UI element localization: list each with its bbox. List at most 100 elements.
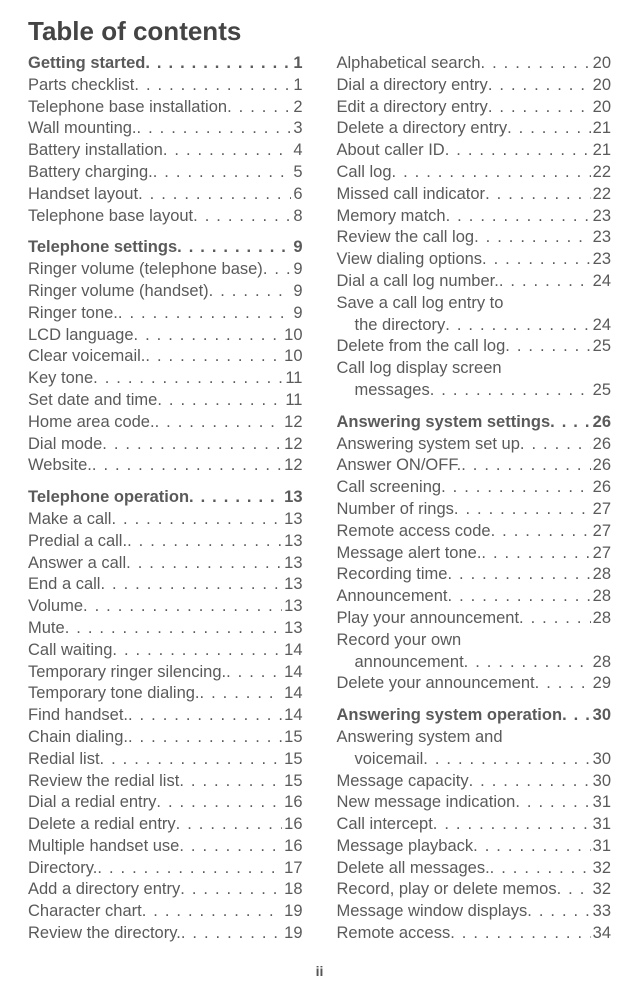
toc-entry-label: Call screening [337, 477, 442, 499]
toc-entry-page: 5 [291, 162, 302, 184]
toc-leader-dots [177, 237, 291, 259]
toc-leader-dots [65, 618, 282, 640]
toc-entry-page: 2 [291, 97, 302, 119]
toc-entry-label: Dial a call log number. [337, 271, 499, 293]
toc-entry-label: Delete your announcement [337, 673, 535, 695]
toc-leader-dots [481, 543, 590, 565]
toc-entry: About caller ID 21 [337, 140, 612, 162]
toc-leader-dots [481, 53, 591, 75]
toc-leader-dots [127, 531, 282, 553]
toc-leader-dots [179, 771, 282, 793]
toc-entry-page: 34 [591, 923, 611, 945]
toc-leader-dots [454, 499, 591, 521]
toc-entry-page: 19 [282, 923, 302, 945]
toc-entry-continuation: voicemail30 [337, 749, 612, 771]
toc-entry-page: 21 [591, 140, 611, 162]
toc-entry-label: Delete a redial entry [28, 814, 176, 836]
toc-leader-dots [445, 315, 590, 337]
toc-entry: Review the directory.19 [28, 923, 303, 945]
toc-leader-dots [527, 901, 590, 923]
toc-leader-dots [176, 814, 282, 836]
toc-entry: Missed call indicator22 [337, 184, 612, 206]
toc-entry-page: 30 [591, 749, 611, 771]
toc-entry-label: announcement [337, 652, 464, 674]
toc-leader-dots [515, 792, 590, 814]
toc-entry-label: LCD language [28, 325, 134, 347]
toc-leader-dots [83, 596, 282, 618]
toc-section-head: Answering system operation30 [337, 705, 612, 727]
toc-leader-dots [128, 705, 282, 727]
toc-entry-label: Message capacity [337, 771, 469, 793]
toc-leader-dots [128, 727, 282, 749]
toc-leader-dots [92, 455, 282, 477]
toc-entry-label: Key tone [28, 368, 93, 390]
toc-entry-page: 15 [282, 727, 302, 749]
toc-entry-label: Message playback [337, 836, 474, 858]
toc-leader-dots [499, 271, 591, 293]
toc-entry-page: 9 [291, 303, 302, 325]
toc-entry: Key tone11 [28, 368, 303, 390]
toc-entry-label: Dial a directory entry [337, 75, 488, 97]
toc-entry-page: 26 [591, 412, 611, 434]
toc-leader-dots [446, 206, 591, 228]
toc-entry-page: 27 [591, 543, 611, 565]
toc-entry: Remote access 34 [337, 923, 612, 945]
toc-entry: Predial a call.13 [28, 531, 303, 553]
toc-entry: Website.12 [28, 455, 303, 477]
toc-leader-dots [181, 923, 282, 945]
toc-entry-label: Predial a call. [28, 531, 127, 553]
toc-entry-label: messages [337, 380, 430, 402]
toc-entry-label: Edit a directory entry [337, 97, 488, 119]
toc-entry-label: Multiple handset use [28, 836, 179, 858]
toc-leader-dots [226, 662, 282, 684]
toc-entry-label: About caller ID [337, 140, 445, 162]
toc-entry-page: 9 [291, 237, 302, 259]
toc-left-column: Getting started1Parts checklist1Telephon… [28, 53, 303, 945]
toc-entry-page: 26 [591, 434, 611, 456]
toc-entry: Redial list15 [28, 749, 303, 771]
toc-entry-page: 23 [591, 206, 611, 228]
toc-entry-label: Record, play or delete memos [337, 879, 557, 901]
toc-entry-label: Dial mode [28, 434, 102, 456]
toc-entry: Set date and time11 [28, 390, 303, 412]
toc-leader-dots [157, 390, 283, 412]
toc-entry-page: 12 [282, 412, 302, 434]
toc-section-head: Answering system settings26 [337, 412, 612, 434]
toc-entry-label: Parts checklist [28, 75, 134, 97]
toc-leader-dots [519, 608, 591, 630]
toc-entry-page: 32 [591, 858, 611, 880]
toc-entry: Delete from the call log25 [337, 336, 612, 358]
toc-leader-dots [448, 586, 591, 608]
toc-entry: Message window displays33 [337, 901, 612, 923]
toc-entry-label: Home area code. [28, 412, 155, 434]
toc-leader-dots [142, 901, 282, 923]
toc-leader-dots [557, 879, 591, 901]
toc-leader-dots [227, 97, 291, 119]
toc-entry-continuation: announcement28 [337, 652, 612, 674]
toc-entry-label: Review the redial list [28, 771, 179, 793]
toc-entry-label: Call intercept [337, 814, 433, 836]
toc-entry: Multiple handset use 16 [28, 836, 303, 858]
toc-entry-page: 29 [591, 673, 611, 695]
toc-entry: Number of rings27 [337, 499, 612, 521]
toc-entry-page: 26 [591, 477, 611, 499]
toc-entry-page: 13 [282, 574, 302, 596]
toc-entry: Ringer volume (handset)9 [28, 281, 303, 303]
toc-entry-label: End a call [28, 574, 100, 596]
toc-entry-label: Delete from the call log [337, 336, 506, 358]
toc-leader-dots [482, 249, 591, 271]
toc-entry-label: Ringer tone. [28, 303, 118, 325]
toc-entry: New message indication31 [337, 792, 612, 814]
toc-entry-label: Remote access [337, 923, 451, 945]
toc-entry-page: 16 [282, 836, 302, 858]
toc-leader-dots [118, 303, 291, 325]
toc-entry-label: Find handset. [28, 705, 128, 727]
toc-entry-label: Alphabetical search [337, 53, 481, 75]
toc-entry-label: Mute [28, 618, 65, 640]
toc-entry-page: 32 [591, 879, 611, 901]
toc-entry: Find handset.14 [28, 705, 303, 727]
toc-entry-label: Answer ON/OFF. [337, 455, 462, 477]
toc-entry: Mute13 [28, 618, 303, 640]
toc-entry: Directory.17 [28, 858, 303, 880]
toc-entry-page: 1 [291, 53, 302, 75]
